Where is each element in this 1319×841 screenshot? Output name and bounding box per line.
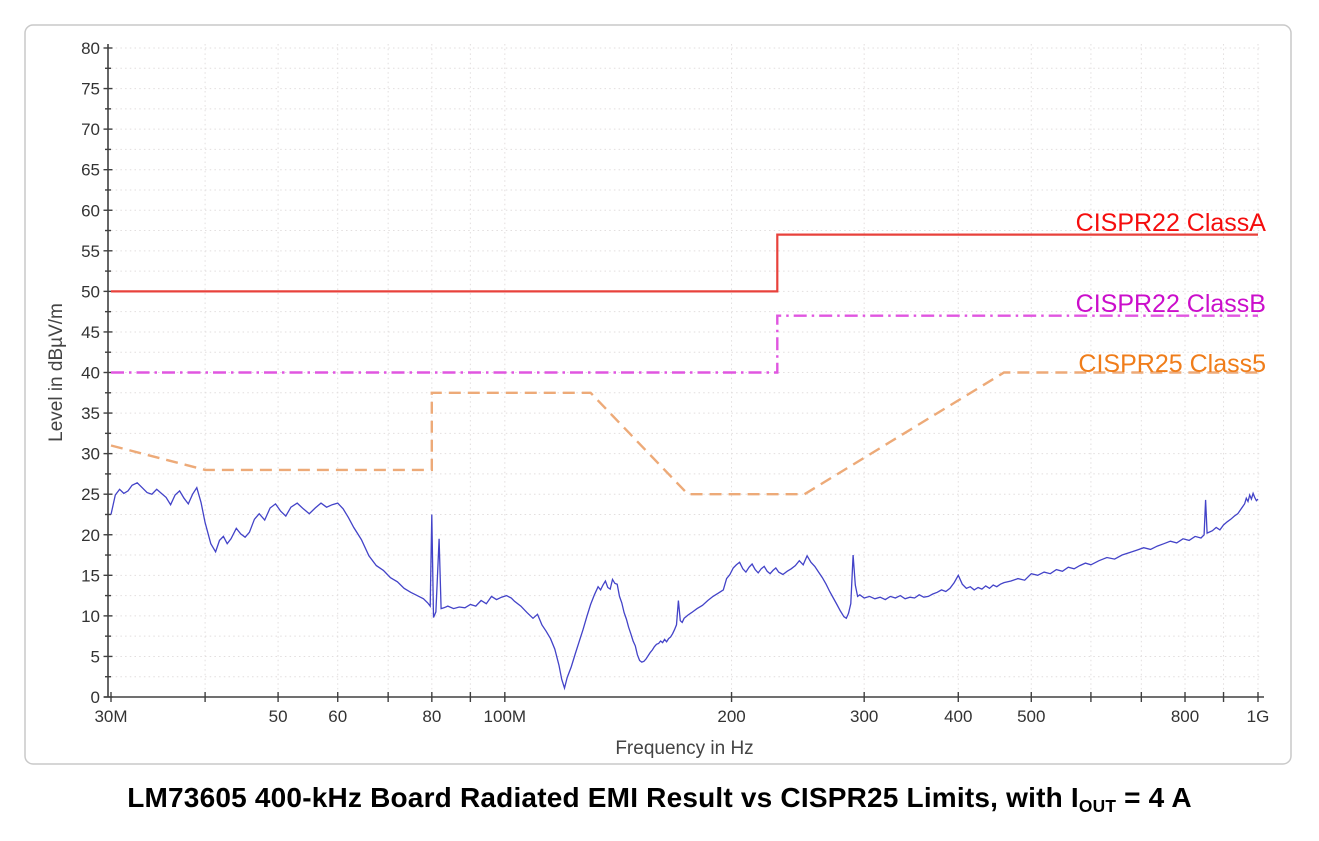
x-tick-label: 200 [717,707,745,726]
x-tick-label: 1G [1247,707,1270,726]
legend-label-cispr25-class5: CISPR25 Class5 [1078,350,1266,378]
y-axis-title: Level in dBµV/m [46,303,67,442]
series-cispr22-classb [111,314,1258,374]
series-cispr22-classa [111,233,1258,293]
y-tick-label: 20 [81,526,100,545]
caption-text: LM73605 400-kHz Board Radiated EMI Resul… [127,782,1079,813]
y-tick-label: 5 [91,647,100,666]
y-tick-label: 45 [81,323,100,342]
caption-suffix: = 4 A [1116,782,1192,813]
y-tick-label: 0 [91,688,100,707]
x-tick-label: 800 [1171,707,1199,726]
figure-caption: LM73605 400-kHz Board Radiated EMI Resul… [0,782,1319,816]
y-tick-label: 10 [81,607,100,626]
y-tick-label: 60 [81,201,100,220]
series-cispr25-class5 [110,371,1258,496]
x-tick-label: 300 [850,707,878,726]
x-axis-title: Frequency in Hz [615,738,753,759]
caption-subscript: OUT [1078,795,1117,816]
y-tick-label: 40 [81,364,100,383]
y-tick-label: 15 [81,566,100,585]
y-tick-label: 50 [81,282,100,301]
x-tick-label: 400 [944,707,972,726]
series-measurement [110,482,1259,691]
legend-label-cispr22-classa: CISPR22 ClassA [1076,209,1267,237]
x-tick-label: 30M [94,707,127,726]
y-tick-label: 25 [81,485,100,504]
x-tick-label: 100M [484,707,527,726]
legend-label-cispr22-classb: CISPR22 ClassB [1076,290,1266,318]
y-tick-label: 65 [81,161,100,180]
figure-frame [24,24,1292,765]
x-tick-label: 60 [328,707,347,726]
x-tick-label: 50 [269,707,288,726]
y-tick-label: 75 [81,80,100,99]
y-tick-label: 35 [81,404,100,423]
y-tick-label: 70 [81,120,100,139]
emi-chart: 0 5 10 15 20 25 30 35 40 45 50 55 60 65 70 75 80 30M 50 60 8… [24,24,1292,765]
x-tick-label: 80 [422,707,441,726]
y-tick-label: 80 [81,39,100,58]
y-tick-label: 55 [81,242,100,261]
x-tick-label: 500 [1017,707,1045,726]
y-tick-label: 30 [81,445,100,464]
